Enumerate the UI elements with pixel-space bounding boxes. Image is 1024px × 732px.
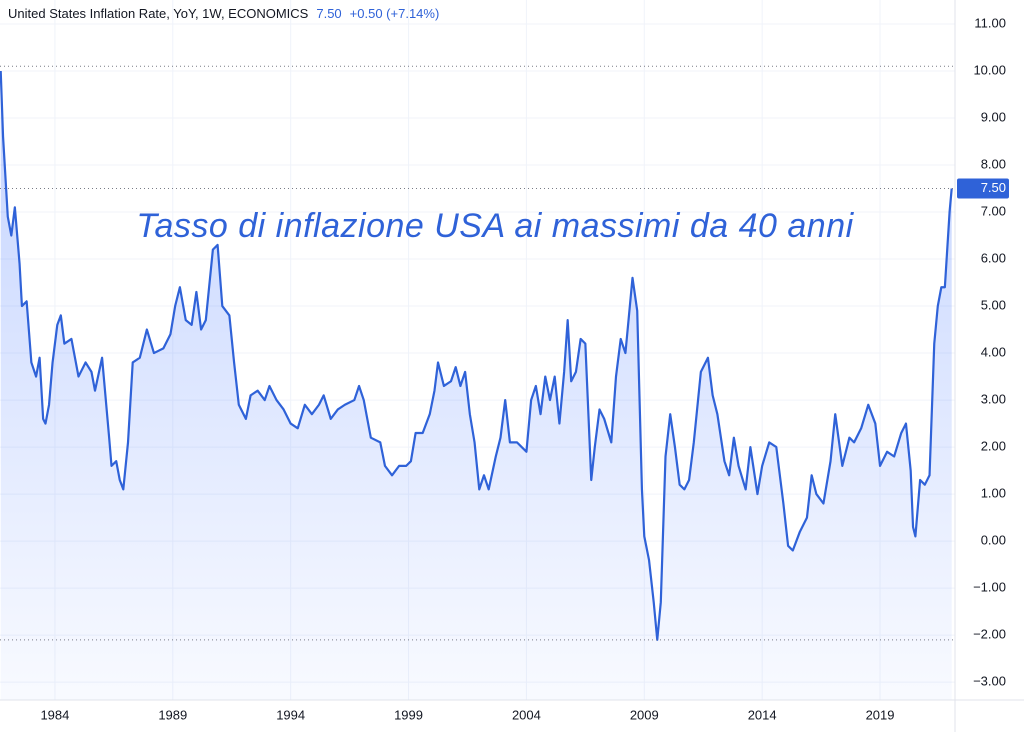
y-tick-label: 5.00 [981, 297, 1006, 312]
last-price-badge [957, 178, 1009, 199]
y-tick-label: −3.00 [973, 674, 1006, 689]
y-tick-label: 3.00 [981, 392, 1006, 407]
y-tick-label: 0.00 [981, 533, 1006, 548]
y-tick-label: −2.00 [973, 627, 1006, 642]
x-tick-label: 2009 [630, 707, 659, 722]
y-tick-label: 10.00 [973, 62, 1006, 77]
y-tick-label: 6.00 [981, 250, 1006, 265]
y-tick-label: 9.00 [981, 109, 1006, 124]
legend-header: United States Inflation Rate, YoY, 1W, E… [8, 6, 439, 21]
y-tick-label: 11.00 [974, 15, 1006, 30]
plot-layer [0, 65, 955, 700]
x-tick-label: 1999 [394, 707, 423, 722]
legend-value: 7.50 [316, 6, 341, 21]
y-tick-label: 7.00 [981, 203, 1006, 218]
last-price-label: 7.50 [981, 180, 1006, 195]
x-tick-label: 1984 [40, 707, 69, 722]
axis-layer: 11.00 10.00 9.00 8.00 7.00 6.00 5.00 4.00 3.00 2.… [40, 15, 1009, 722]
area [0, 70, 952, 700]
y-tick-label: 8.00 [981, 156, 1006, 171]
x-tick-label: 1989 [158, 707, 187, 722]
x-tick-label: 2004 [512, 707, 541, 722]
y-tick-label: 2.00 [981, 439, 1006, 454]
line [0, 70, 953, 641]
y-tick-label: 4.00 [981, 344, 1006, 359]
y-tick-label: −1.00 [973, 580, 1006, 595]
legend-change: +0.50 (+7.14%) [350, 6, 440, 21]
legend-title: United States Inflation Rate, YoY, 1W, E… [8, 6, 309, 21]
annotation: Tasso di inflazione USA ai massimi da 40… [136, 207, 854, 245]
x-tick-label: 1994 [276, 707, 305, 722]
y-tick-label: 1.00 [981, 486, 1006, 501]
x-tick-label: 2014 [748, 707, 777, 722]
x-tick-label: 2019 [866, 707, 895, 722]
